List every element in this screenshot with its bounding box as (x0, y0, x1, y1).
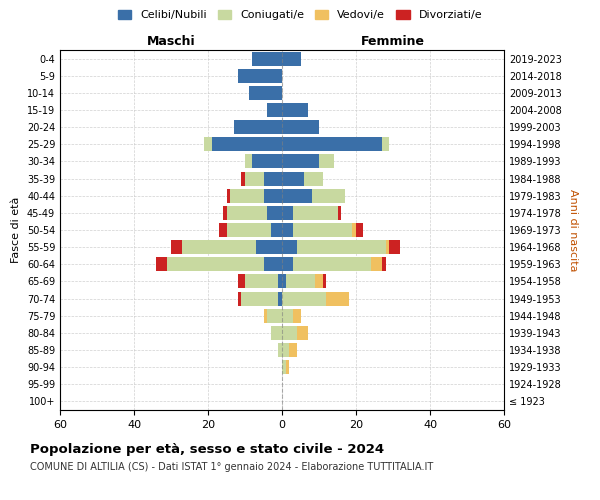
Bar (286, 274, 316, 288)
Y-axis label: Fasce di età: Fasce di età (11, 197, 21, 263)
Bar (389, 240, 400, 254)
Bar (323, 274, 326, 288)
Bar (371, 258, 382, 272)
Bar (263, 172, 282, 185)
Text: Popolazione per età, sesso e stato civile - 2024: Popolazione per età, sesso e stato civil… (30, 442, 384, 456)
Bar (282, 258, 293, 272)
Bar (263, 258, 282, 272)
Bar (267, 308, 282, 322)
Bar (267, 206, 282, 220)
Bar (293, 206, 337, 220)
Bar (337, 206, 341, 220)
Bar (167, 258, 263, 272)
Bar (282, 172, 304, 185)
Bar (204, 138, 212, 151)
Bar (241, 292, 278, 306)
Bar (282, 343, 289, 357)
Bar (282, 240, 297, 254)
Bar (293, 308, 301, 322)
Bar (319, 154, 334, 168)
Bar (293, 258, 371, 272)
Bar (282, 274, 286, 288)
Bar (386, 240, 389, 254)
Bar (227, 206, 267, 220)
Bar (282, 326, 297, 340)
Bar (282, 120, 319, 134)
Bar (253, 52, 282, 66)
Bar (234, 120, 282, 134)
Bar (256, 240, 282, 254)
Bar (271, 326, 282, 340)
Bar (263, 188, 282, 202)
Bar (230, 188, 263, 202)
Bar (282, 308, 293, 322)
Text: COMUNE DI ALTILIA (CS) - Dati ISTAT 1° gennaio 2024 - Elaborazione TUTTITALIA.IT: COMUNE DI ALTILIA (CS) - Dati ISTAT 1° g… (30, 462, 433, 472)
Y-axis label: Anni di nascita: Anni di nascita (568, 188, 578, 271)
Bar (278, 292, 282, 306)
Bar (241, 172, 245, 185)
Bar (282, 52, 301, 66)
Bar (271, 223, 282, 237)
Bar (282, 292, 326, 306)
Bar (156, 258, 167, 272)
Bar (245, 172, 263, 185)
Bar (286, 360, 289, 374)
Text: Maschi: Maschi (146, 36, 196, 49)
Bar (245, 154, 253, 168)
Bar (352, 223, 356, 237)
Bar (182, 240, 256, 254)
Bar (316, 274, 323, 288)
Bar (219, 223, 227, 237)
Bar (382, 138, 389, 151)
Bar (212, 138, 282, 151)
Bar (282, 360, 286, 374)
Bar (223, 206, 227, 220)
Bar (245, 274, 278, 288)
Bar (238, 68, 282, 82)
Bar (282, 103, 308, 117)
Bar (326, 292, 349, 306)
Bar (278, 343, 282, 357)
Bar (282, 206, 293, 220)
Bar (227, 188, 230, 202)
Bar (238, 274, 245, 288)
Bar (171, 240, 182, 254)
Bar (293, 223, 352, 237)
Bar (311, 188, 345, 202)
Bar (253, 154, 282, 168)
Bar (278, 274, 282, 288)
Bar (227, 223, 271, 237)
Bar (282, 223, 293, 237)
Text: Femmine: Femmine (361, 36, 425, 49)
Bar (382, 258, 386, 272)
Bar (297, 326, 308, 340)
Bar (249, 86, 282, 100)
Bar (267, 103, 282, 117)
Bar (297, 240, 386, 254)
Bar (238, 292, 241, 306)
Bar (282, 138, 382, 151)
Legend: Celibi/Nubili, Coniugati/e, Vedovi/e, Divorziati/e: Celibi/Nubili, Coniugati/e, Vedovi/e, Di… (113, 6, 487, 25)
Bar (282, 154, 319, 168)
Bar (282, 188, 311, 202)
Bar (356, 223, 364, 237)
Bar (289, 343, 297, 357)
Bar (263, 308, 267, 322)
Bar (304, 172, 323, 185)
